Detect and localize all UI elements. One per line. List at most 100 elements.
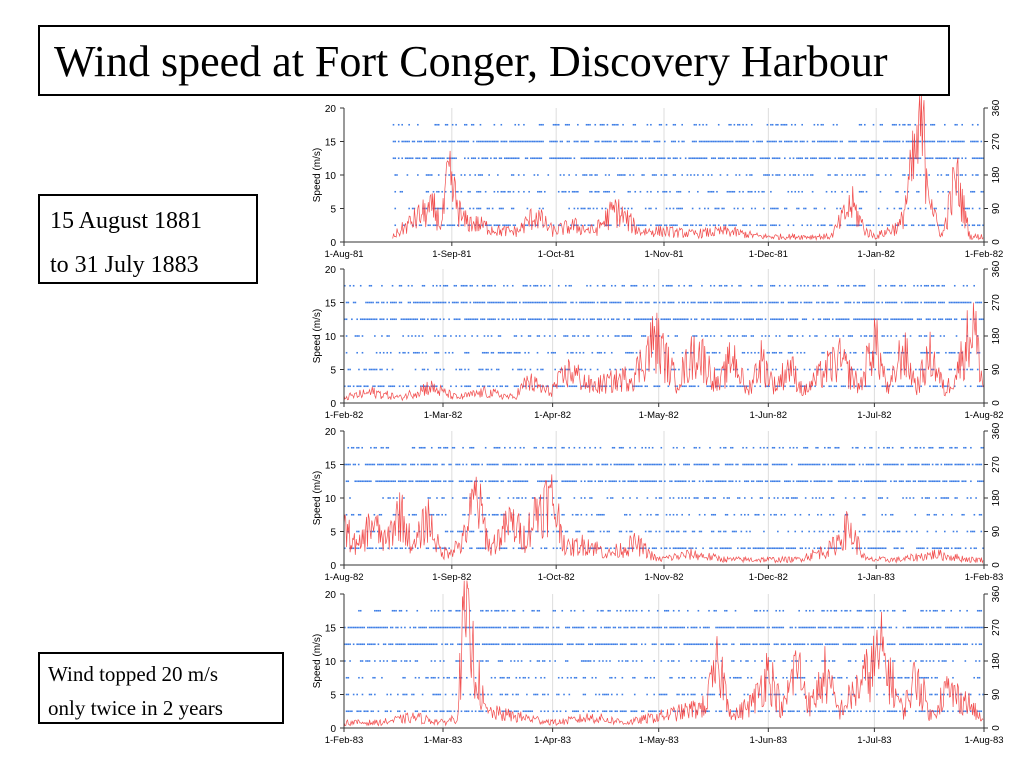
direction-point [501, 676, 503, 679]
direction-point [685, 318, 687, 321]
direction-point [481, 643, 484, 646]
direction-point [740, 513, 743, 516]
direction-point [904, 318, 907, 321]
direction-point [956, 140, 958, 143]
direction-point [534, 284, 537, 287]
direction-point [936, 643, 938, 646]
direction-point [905, 480, 908, 483]
direction-point [407, 335, 410, 337]
direction-point [370, 284, 373, 287]
direction-point [418, 335, 420, 337]
direction-point [698, 513, 701, 516]
direction-point [483, 643, 486, 646]
direction-point [486, 497, 489, 499]
direction-point [382, 643, 385, 646]
direction-point [917, 480, 920, 483]
direction-point [363, 626, 366, 629]
direction-point [664, 157, 666, 160]
direction-point [891, 530, 894, 533]
direction-point [629, 174, 631, 176]
direction-point [836, 446, 838, 449]
direction-point [824, 643, 827, 646]
direction-point [432, 157, 435, 160]
direction-point [756, 463, 758, 466]
direction-point [499, 301, 502, 304]
direction-point [582, 693, 585, 696]
direction-point [478, 301, 480, 304]
direction-point [922, 643, 924, 646]
direction-point [624, 157, 626, 160]
direction-point [344, 660, 346, 662]
direction-point [785, 547, 788, 550]
direction-point [690, 301, 693, 304]
direction-point [534, 626, 537, 629]
direction-point [950, 301, 953, 304]
direction-point [356, 480, 358, 483]
direction-point [819, 368, 822, 371]
direction-point [499, 626, 502, 629]
direction-point [417, 123, 419, 126]
direction-point [913, 301, 915, 304]
direction-point [428, 301, 431, 304]
direction-point [448, 174, 450, 176]
direction-point [488, 480, 490, 483]
direction-point [681, 140, 683, 143]
date-range-box: 15 August 1881 to 31 July 1883 [38, 194, 258, 284]
direction-point [761, 140, 763, 143]
direction-point [389, 385, 392, 388]
direction-point [699, 301, 701, 304]
direction-point [683, 480, 685, 483]
direction-point [500, 123, 503, 126]
direction-point [614, 335, 617, 337]
direction-point [904, 676, 907, 679]
direction-point [849, 643, 852, 646]
direction-point [632, 626, 634, 629]
direction-point [893, 643, 896, 646]
direction-point [750, 351, 753, 354]
direction-point [577, 335, 579, 337]
direction-point [900, 547, 903, 550]
direction-point [401, 190, 403, 193]
direction-point [679, 547, 682, 550]
direction-point [946, 710, 949, 713]
direction-point [877, 174, 880, 176]
direction-point [678, 676, 680, 679]
direction-point [381, 301, 383, 304]
direction-point [381, 335, 383, 337]
direction-point [432, 693, 434, 696]
direction-point [397, 463, 400, 466]
direction-point [474, 157, 477, 160]
direction-point [491, 207, 494, 210]
direction-point [485, 710, 488, 713]
direction-point [914, 513, 917, 516]
direction-point [653, 660, 655, 662]
direction-point [498, 224, 501, 227]
direction-point [886, 207, 889, 210]
direction-point [536, 301, 539, 304]
direction-point [978, 318, 981, 321]
direction-point [519, 368, 521, 371]
direction-point [837, 643, 839, 646]
direction-point [412, 351, 415, 354]
direction-point [469, 547, 471, 550]
direction-point [679, 318, 682, 321]
direction-point [925, 660, 928, 662]
direction-point [929, 318, 931, 321]
direction-point [636, 140, 638, 143]
direction-point [566, 335, 569, 337]
direction-point [890, 301, 892, 304]
direction-point [550, 463, 553, 466]
direction-point [465, 497, 468, 499]
direction-point [909, 301, 912, 304]
direction-point [540, 284, 542, 287]
direction-point [543, 676, 546, 679]
direction-point [761, 284, 763, 287]
direction-point [481, 301, 484, 304]
direction-point [695, 140, 697, 143]
direction-point [828, 368, 831, 371]
direction-point [837, 301, 839, 304]
direction-point [515, 318, 518, 321]
direction-point [759, 497, 762, 499]
direction-point [695, 335, 698, 337]
direction-point [755, 626, 758, 629]
